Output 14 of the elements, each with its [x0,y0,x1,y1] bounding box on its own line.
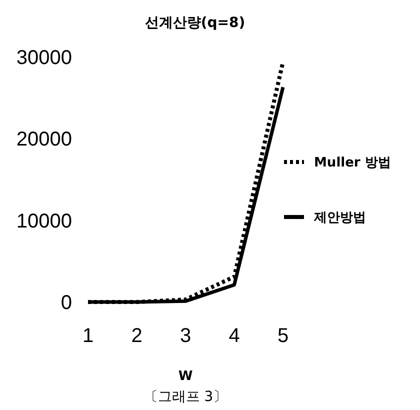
chart-title: 선계산량(q=8) [144,15,246,31]
y-tick-label: 10000 [16,210,72,232]
y-tick-label: 20000 [16,128,72,151]
legend-label: 제안방법 [313,210,366,226]
x-axis-title: W [178,369,193,384]
x-tick-label: 5 [277,325,289,347]
legend-label: Muller 방법 [314,156,391,171]
y-tick-label: 30000 [16,47,72,69]
x-tick-label: 2 [131,325,142,347]
y-tick-label: 0 [60,292,72,314]
x-tick-label: 1 [82,325,94,347]
x-tick-label: 4 [228,325,240,347]
text: 〔그래프 3〕 [144,389,228,405]
x-tick-label: 3 [180,325,192,347]
